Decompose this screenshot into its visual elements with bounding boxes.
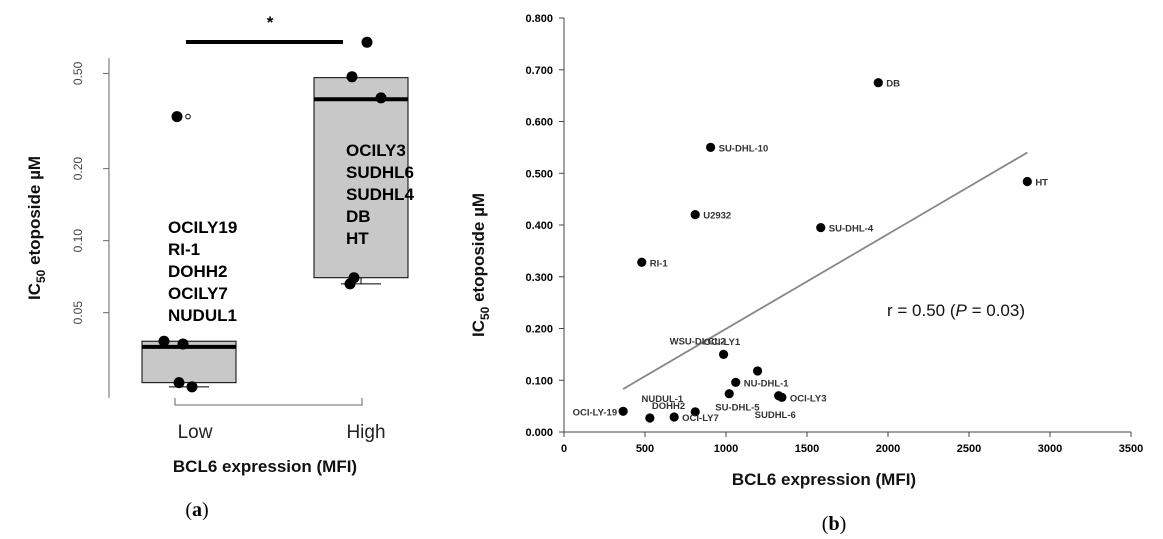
data-point [690, 210, 700, 220]
y-tick-label: 0.05 [71, 301, 85, 325]
data-point [669, 412, 679, 422]
y-tick-label: 0.100 [525, 375, 553, 387]
data-point [718, 349, 729, 359]
box-high [313, 77, 409, 279]
y-tick-label: 0.200 [525, 324, 553, 336]
group-label-line: SUDHL4 [346, 185, 415, 204]
data-point [690, 407, 700, 417]
point-label: DB [886, 79, 900, 90]
point-label: NU-DHL-1 [744, 378, 790, 389]
data-points [618, 78, 1032, 423]
y-tick-label: 0.10 [71, 229, 85, 253]
x-category-label: High [346, 422, 385, 443]
x-tick-label: 3500 [1119, 443, 1143, 455]
y-tick-label: 0.20 [71, 157, 85, 181]
x-tick-label: 1000 [714, 443, 738, 455]
x-tick-label: 500 [636, 443, 654, 455]
data-point [171, 111, 183, 123]
x-tick-label: 3000 [1038, 443, 1062, 455]
point-label: U2932 [703, 211, 731, 222]
data-point [731, 377, 741, 387]
panel-label-a: (a) [185, 499, 208, 521]
data-point [173, 377, 185, 389]
regression-line [622, 151, 1028, 390]
x-tick-label: 2500 [957, 443, 981, 455]
point-label: HT [1035, 178, 1048, 189]
data-point [158, 335, 170, 347]
point-labels: DBSU-DHL-10HTU2932SU-DHL-4RI-1WSU-DLCL2O… [573, 79, 1049, 424]
group-label-line: DOHH2 [168, 262, 228, 281]
group-label-line: DB [346, 207, 371, 226]
point-label: OCI-LY7 [682, 413, 719, 424]
data-point [637, 257, 647, 267]
group-label-line: HT [346, 229, 369, 248]
data-point [344, 278, 356, 290]
point-label: RI-1 [650, 258, 669, 269]
y-axis-ticks: 0.05 0.10 0.20 0.50 [71, 61, 109, 324]
boxes [141, 77, 409, 388]
data-point [618, 406, 628, 416]
x-axis-label: BCL6 expression (MFI) [732, 470, 916, 489]
y-tick-label: 0.700 [525, 65, 553, 77]
data-point [774, 391, 784, 401]
data-point [724, 389, 734, 399]
point-label: NUDUL-1 [642, 394, 684, 405]
outlier-marker [185, 113, 191, 120]
y-axis-ticks: 0.000 0.100 0.200 0.300 0.400 0.500 0.600 0.700… [525, 13, 564, 439]
significance-marker: * [267, 13, 274, 32]
data-point [1022, 176, 1032, 187]
box-plot-panel: 0.05 0.10 0.20 0.50 IC50 etoposide µM * OCI… [25, 13, 415, 521]
data-point [177, 338, 189, 350]
group-label-line: NUDUL1 [168, 306, 237, 325]
x-categories: Low High [178, 422, 386, 443]
y-tick-label: 0.50 [71, 61, 85, 85]
x-tick-label: 0 [561, 443, 567, 455]
data-point [361, 36, 373, 48]
x-axis-line [174, 398, 363, 406]
point-label: SU-DHL-4 [829, 224, 874, 235]
data-point [346, 71, 358, 83]
y-axis-label: IC50 etoposide µM [469, 193, 492, 337]
point-label: SU-DHL-10 [719, 143, 769, 154]
data-point [816, 222, 826, 233]
correlation-annotation: r = 0.50 (P = 0.03) [887, 301, 1025, 320]
group-label-line: OCILY7 [168, 284, 228, 303]
point-label: OCI-LY1 [704, 337, 741, 348]
point-label: DOHH2 [652, 401, 685, 412]
x-tick-label: 1500 [795, 443, 819, 455]
panel-label-b: (b) [822, 513, 846, 535]
data-point [375, 92, 387, 104]
group-label-line: OCILY3 [346, 141, 406, 160]
group-labels: OCILY19 RI-1 DOHH2 OCILY7 NUDUL1 OCILY3 SUDHL6… [168, 141, 415, 325]
data-point [186, 381, 198, 393]
y-tick-label: 0.800 [525, 13, 553, 25]
y-tick-label: 0.000 [525, 427, 553, 439]
point-label: SU-DHL-5 [715, 403, 760, 414]
y-tick-label: 0.300 [525, 272, 553, 284]
data-point [645, 413, 655, 423]
x-axis-label: BCL6 expression (MFI) [173, 457, 357, 476]
x-axis-ticks: 0 500 1000 1500 2000 2500 3000 3500 [561, 432, 1143, 455]
x-category-label: Low [178, 422, 213, 443]
scatter-plot-panel: 0.000 0.100 0.200 0.300 0.400 0.500 0.600 0.700… [469, 13, 1143, 535]
group-label-line: RI-1 [168, 240, 200, 259]
point-label: WSU-DLCL2 [670, 336, 726, 347]
group-label-line: SUDHL6 [346, 163, 414, 182]
y-tick-label: 0.500 [525, 168, 553, 180]
data-point [873, 78, 883, 88]
data-point [752, 366, 763, 376]
point-label: OCI-LY-19 [573, 407, 618, 418]
y-tick-label: 0.600 [525, 117, 553, 129]
data-point [706, 142, 716, 152]
point-label: SUDHL-6 [755, 410, 796, 421]
x-tick-label: 2000 [876, 443, 900, 455]
point-label: OCI-LY3 [790, 393, 827, 404]
y-axis-label: IC50 etoposide µM [25, 156, 48, 300]
data-points [158, 36, 387, 393]
y-tick-label: 0.400 [525, 220, 553, 232]
group-label-line: OCILY19 [168, 218, 237, 237]
